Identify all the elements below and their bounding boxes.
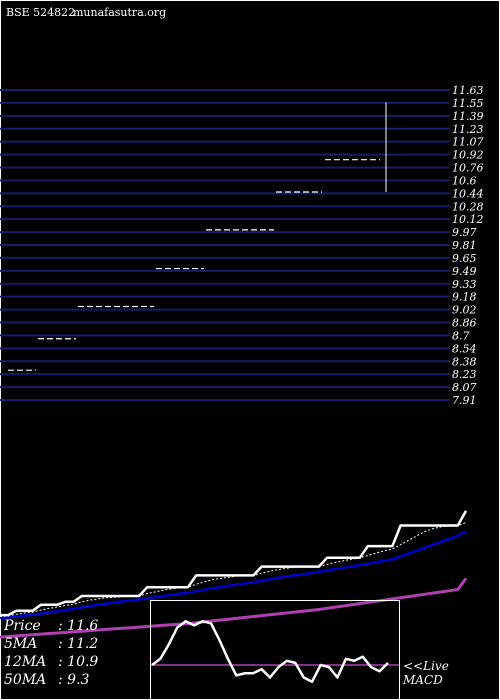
y-tick-label: 9.33 — [452, 278, 477, 291]
y-tick-label: 10.6 — [452, 174, 477, 187]
macd-line — [151, 620, 389, 683]
y-tick-label: 9.97 — [452, 226, 477, 239]
y-tick-label: 8.54 — [452, 342, 477, 355]
legend-50ma-label: 50MA — [4, 672, 46, 688]
price-level-segments — [8, 159, 380, 371]
y-tick-label: 11.23 — [452, 123, 484, 136]
y-tick-label: 7.91 — [452, 394, 477, 407]
y-tick-label: 9.65 — [452, 252, 477, 265]
legend-5ma-value: : 11.2 — [58, 636, 98, 652]
y-tick-label: 9.18 — [452, 291, 477, 304]
y-tick-label: 8.07 — [452, 381, 477, 394]
y-tick-label: 11.63 — [452, 84, 484, 97]
y-tick-label: 10.92 — [452, 149, 484, 162]
header-site: munafasutra.org — [73, 6, 166, 19]
legend-12ma-value: : 10.9 — [58, 654, 98, 670]
y-tick-label: 8.38 — [452, 355, 477, 368]
macd-label-macd: MACD — [402, 673, 443, 687]
y-tick-label: 8.86 — [452, 317, 477, 330]
y-tick-label: 11.39 — [452, 110, 484, 123]
legend-price-label: Price — [3, 618, 41, 634]
ma50-line — [0, 577, 468, 639]
y-tick-label: 10.12 — [452, 213, 484, 226]
price-grid — [0, 89, 450, 401]
moving-average-lines — [0, 510, 468, 639]
legend-50ma-value: : 9.3 — [58, 672, 90, 688]
y-axis-ticks: 11.6311.5511.3911.2311.0710.9210.7610.61… — [452, 84, 484, 407]
legend-12ma-label: 12MA — [4, 654, 46, 670]
y-tick-label: 8.7 — [452, 329, 470, 342]
macd-label-live: <<Live — [403, 659, 449, 673]
y-tick-label: 10.76 — [452, 162, 484, 175]
price-line — [0, 510, 468, 617]
y-tick-label: 10.44 — [452, 187, 484, 200]
y-tick-label: 9.02 — [452, 304, 477, 317]
legend-5ma-label: 5MA — [4, 636, 37, 652]
macd-series-line — [151, 620, 389, 683]
y-tick-label: 11.07 — [452, 136, 484, 149]
legend-price-value: : 11.6 — [58, 618, 98, 634]
header-exchange-code: BSE 524822 — [6, 6, 75, 19]
y-tick-label: 9.81 — [452, 239, 477, 252]
y-tick-label: 9.49 — [452, 265, 477, 278]
legend: Price : 11.6 5MA : 11.2 12MA : 10.9 50MA… — [3, 618, 98, 688]
ma12-line — [0, 530, 467, 620]
y-tick-label: 11.55 — [452, 97, 484, 110]
y-tick-label: 8.23 — [452, 368, 477, 381]
y-tick-label: 10.28 — [452, 200, 484, 213]
